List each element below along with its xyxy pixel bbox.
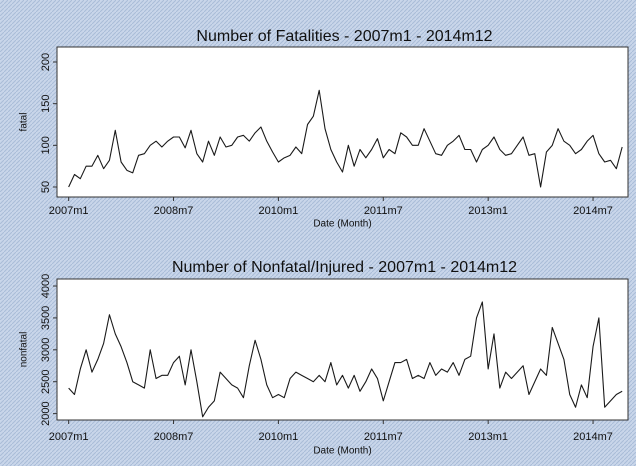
y-tick-label: 3500 <box>40 306 52 330</box>
x-tick-label: 2013m1 <box>468 431 508 443</box>
x-tick-label: 2007m1 <box>49 205 89 217</box>
y-tick-label: 2500 <box>40 369 52 393</box>
y-tick-label: 150 <box>40 94 52 112</box>
x-tick-label: 2014m7 <box>573 431 613 443</box>
x-tick-label: 2011m7 <box>364 205 403 217</box>
y-tick-label: 200 <box>40 53 52 71</box>
x-tick-label: 2011m7 <box>364 431 403 443</box>
chart-title: Number of Nonfatal/Injured - 2007m1 - 20… <box>172 259 517 276</box>
y-tick-label: 4000 <box>40 274 52 298</box>
x-tick-label: 2014m7 <box>573 205 613 217</box>
x-axis-title: Date (Month) <box>313 219 371 230</box>
x-axis-title: Date (Month) <box>313 446 371 457</box>
x-tick-label: 2010m1 <box>259 431 299 443</box>
y-tick-label: 100 <box>40 136 52 154</box>
x-tick-label: 2010m1 <box>259 205 299 217</box>
y-axis-title: nonfatal <box>19 332 30 368</box>
y-axis-title: fatal <box>19 113 30 132</box>
x-tick-label: 2013m1 <box>468 205 508 217</box>
data-line <box>68 89 623 188</box>
plot-area <box>56 278 629 421</box>
chart-title: Number of Fatalities - 2007m1 - 2014m12 <box>196 28 492 45</box>
y-tick-label: 3000 <box>40 338 52 362</box>
data-line <box>68 301 623 418</box>
x-tick-label: 2008m7 <box>154 431 194 443</box>
x-tick-label: 2008m7 <box>154 205 194 217</box>
x-tick-label: 2007m1 <box>49 431 89 443</box>
y-tick-label: 50 <box>40 181 52 193</box>
y-tick-label: 2000 <box>40 401 52 425</box>
